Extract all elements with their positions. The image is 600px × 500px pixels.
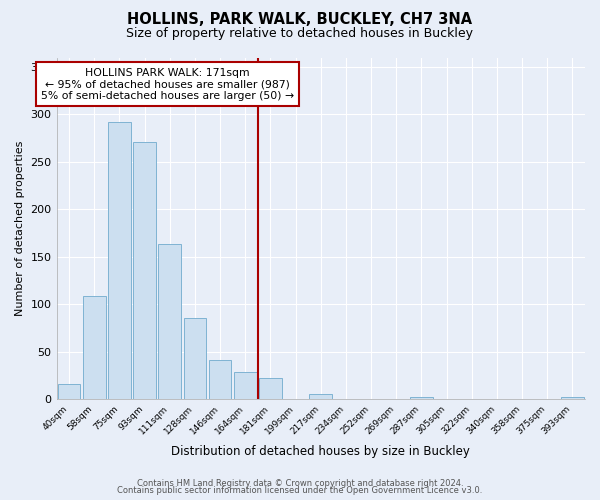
- Bar: [133, 142, 156, 399]
- Text: HOLLINS, PARK WALK, BUCKLEY, CH7 3NA: HOLLINS, PARK WALK, BUCKLEY, CH7 3NA: [127, 12, 473, 28]
- Text: Size of property relative to detached houses in Buckley: Size of property relative to detached ho…: [127, 28, 473, 40]
- Text: Contains public sector information licensed under the Open Government Licence v3: Contains public sector information licen…: [118, 486, 482, 495]
- Y-axis label: Number of detached properties: Number of detached properties: [15, 140, 25, 316]
- Bar: [561, 398, 584, 399]
- Bar: [184, 318, 206, 399]
- Bar: [58, 384, 80, 399]
- Text: Contains HM Land Registry data © Crown copyright and database right 2024.: Contains HM Land Registry data © Crown c…: [137, 478, 463, 488]
- Bar: [310, 394, 332, 399]
- Bar: [234, 372, 257, 399]
- X-axis label: Distribution of detached houses by size in Buckley: Distribution of detached houses by size …: [172, 444, 470, 458]
- Bar: [83, 296, 106, 399]
- Bar: [209, 360, 232, 399]
- Bar: [259, 378, 282, 399]
- Text: HOLLINS PARK WALK: 171sqm
← 95% of detached houses are smaller (987)
5% of semi-: HOLLINS PARK WALK: 171sqm ← 95% of detac…: [41, 68, 294, 101]
- Bar: [158, 244, 181, 399]
- Bar: [108, 122, 131, 399]
- Bar: [410, 398, 433, 399]
